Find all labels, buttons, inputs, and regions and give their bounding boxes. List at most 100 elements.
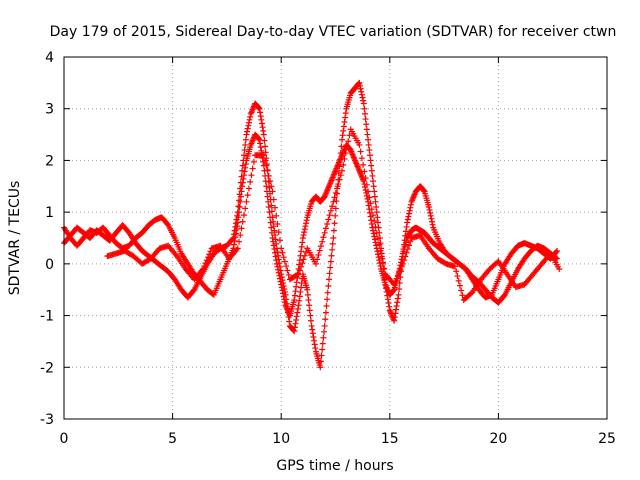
data-point <box>247 113 254 120</box>
data-point <box>420 187 427 194</box>
data-point <box>379 259 386 266</box>
data-point <box>300 232 307 239</box>
data-point <box>377 247 384 254</box>
data-point <box>236 203 243 210</box>
data-point <box>366 194 373 201</box>
data-point <box>306 307 313 314</box>
data-point <box>299 260 306 267</box>
data-point <box>309 330 316 337</box>
data-point <box>322 309 329 316</box>
data-point <box>243 131 250 138</box>
data-point <box>234 212 241 219</box>
data-point <box>428 218 435 225</box>
data-point <box>429 221 436 228</box>
data-point <box>281 258 288 265</box>
data-point <box>335 181 342 188</box>
data-point <box>276 260 283 267</box>
data-point <box>242 136 249 143</box>
data-point <box>248 172 255 179</box>
data-point <box>369 172 376 179</box>
data-point <box>231 227 238 234</box>
data-point <box>296 293 303 300</box>
data-point <box>391 281 398 288</box>
data-point <box>304 291 311 298</box>
data-point <box>265 178 272 185</box>
data-point <box>371 236 378 243</box>
data-point <box>371 233 378 240</box>
data-point <box>291 324 298 331</box>
data-point <box>238 225 245 232</box>
data-point <box>268 183 275 190</box>
x-tick-label: 25 <box>598 431 616 447</box>
data-point <box>329 240 336 247</box>
data-point <box>427 209 434 216</box>
data-point <box>319 238 326 245</box>
data-point <box>301 226 308 233</box>
data-point <box>402 228 409 235</box>
data-point <box>358 155 365 162</box>
data-point <box>371 188 378 195</box>
data-point <box>286 318 293 325</box>
data-point <box>281 285 288 292</box>
data-point <box>258 120 265 127</box>
data-point <box>271 232 278 239</box>
x-tick-label: 0 <box>60 431 69 447</box>
data-point <box>338 143 345 150</box>
data-point <box>345 138 352 145</box>
data-point <box>396 285 403 292</box>
data-point <box>374 248 381 255</box>
data-point <box>200 266 207 273</box>
data-point <box>273 212 280 219</box>
data-point <box>307 317 314 324</box>
data-point <box>204 254 211 261</box>
x-axis-label: GPS time / hours <box>276 458 393 474</box>
data-point <box>323 302 330 309</box>
data-point <box>397 266 404 273</box>
data-point <box>268 208 275 215</box>
data-point <box>324 220 331 227</box>
data-point <box>207 248 214 255</box>
data-point <box>294 305 301 312</box>
data-point <box>339 136 346 143</box>
data-point <box>554 247 561 254</box>
data-point <box>237 185 244 192</box>
data-point <box>325 216 332 223</box>
y-tick-label: 4 <box>45 50 54 66</box>
data-point <box>318 352 325 359</box>
data-point <box>298 284 305 291</box>
data-point <box>240 152 247 159</box>
data-point <box>304 286 311 293</box>
data-point <box>283 300 290 307</box>
data-point <box>336 176 343 183</box>
data-point <box>234 209 241 216</box>
series-track-c <box>104 126 563 304</box>
data-point <box>280 254 287 261</box>
data-point <box>333 198 340 205</box>
data-point <box>368 206 375 213</box>
y-axis-label: SDTVAR / TECUs <box>7 181 23 296</box>
data-point <box>278 245 285 252</box>
data-point <box>260 127 267 134</box>
data-point <box>361 168 368 175</box>
data-point <box>325 276 332 283</box>
data-point <box>327 264 334 271</box>
data-point <box>311 341 318 348</box>
data-point <box>239 162 246 169</box>
data-point <box>276 237 283 244</box>
data-point <box>375 224 382 231</box>
data-point <box>245 122 252 129</box>
data-point <box>260 131 267 138</box>
data-point <box>295 271 302 278</box>
data-point <box>341 155 348 162</box>
y-tick-label: 1 <box>45 205 54 221</box>
data-point <box>339 167 346 174</box>
data-point <box>376 260 383 267</box>
data-point <box>298 263 305 270</box>
x-tick-label: 20 <box>489 431 507 447</box>
data-point <box>292 320 299 327</box>
x-tick-label: 15 <box>381 431 399 447</box>
data-point <box>298 248 305 255</box>
data-point <box>396 280 403 287</box>
data-point <box>403 249 410 256</box>
